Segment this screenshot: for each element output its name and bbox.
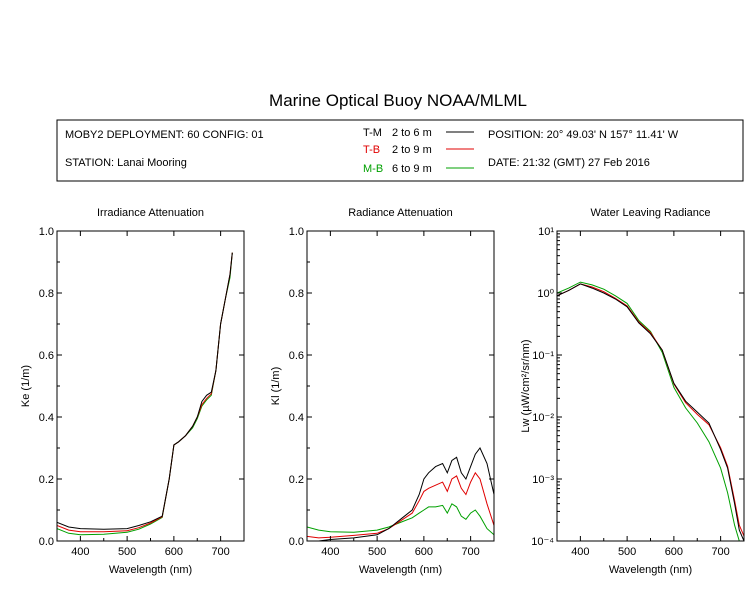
x-tick-label: 600	[415, 546, 433, 558]
y-axis-label: Kl (1/m)	[270, 367, 282, 406]
y-tick-label: 0.4	[289, 412, 304, 424]
series-line-m-b	[57, 252, 233, 536]
x-tick-label: 700	[211, 546, 229, 558]
y-tick-label: 10⁰	[537, 288, 554, 300]
station-text: STATION: Lanai Mooring	[65, 157, 187, 169]
legend-range-mb: 6 to 9 m	[392, 163, 432, 175]
x-tick-label: 600	[165, 546, 183, 558]
series-line-t-b	[57, 252, 233, 533]
y-tick-label: 10⁻³	[532, 474, 554, 486]
panel-title: Irradiance Attenuation	[97, 207, 204, 219]
legend-name-tm: T-M	[363, 127, 382, 139]
series-line-t-m	[57, 252, 233, 530]
y-axis-label: Ke (1/m)	[20, 365, 32, 407]
panel-radiance-attenuation: Radiance Attenuation 400 500 600 700 0.0 0.2 0.…	[270, 207, 495, 576]
x-tick-label: 400	[571, 546, 589, 558]
legend-range-tb: 2 to 9 m	[392, 144, 432, 156]
y-tick-label: 1.0	[39, 226, 54, 238]
x-tick-label: 500	[618, 546, 636, 558]
x-tick-label: 500	[118, 546, 136, 558]
y-tick-label: 0.8	[39, 288, 54, 300]
legend: T-M 2 to 6 m T-B 2 to 9 m M-B 6 to 9 m	[363, 127, 474, 175]
x-tick-label: 500	[368, 546, 386, 558]
y-tick-label: 10⁻¹	[532, 350, 554, 362]
x-axis-label: Wavelength (nm)	[109, 564, 192, 576]
y-tick-label: 0.0	[289, 536, 304, 548]
panel-title: Water Leaving Radiance	[590, 207, 710, 219]
legend-name-mb: M-B	[363, 163, 383, 175]
y-axis-label: Lw (µW/cm²/sr/nm)	[520, 339, 532, 432]
info-box	[56, 119, 744, 182]
series-line-t-m	[557, 283, 744, 541]
legend-name-tb: T-B	[363, 144, 380, 156]
y-tick-label: 10¹	[538, 226, 554, 238]
panel-water-leaving-radiance: Water Leaving Radiance 400 500 600 700 10¹ 10⁰…	[520, 207, 745, 576]
x-tick-label: 700	[711, 546, 729, 558]
y-tick-label: 0.4	[39, 412, 54, 424]
y-tick-label: 0.0	[39, 536, 54, 548]
y-tick-label: 10⁻²	[532, 412, 554, 424]
series-line-m-b	[557, 281, 744, 541]
y-tick-label: 0.6	[39, 350, 54, 362]
date-text: DATE: 21:32 (GMT) 27 Feb 2016	[488, 157, 650, 169]
y-tick-label: 0.8	[289, 288, 304, 300]
x-tick-label: 700	[461, 546, 479, 558]
x-tick-label: 600	[665, 546, 683, 558]
series-line-m-b	[307, 503, 494, 536]
series-line-t-b	[557, 283, 744, 537]
x-axis-label: Wavelength (nm)	[609, 564, 692, 576]
x-tick-label: 400	[71, 546, 89, 558]
y-tick-label: 10⁻⁴	[531, 536, 554, 548]
y-tick-label: 0.2	[289, 474, 304, 486]
x-tick-label: 400	[321, 546, 339, 558]
series-line-t-m	[307, 447, 494, 541]
plot-frame	[556, 230, 745, 542]
legend-range-tm: 2 to 6 m	[392, 127, 432, 139]
series-line-t-b	[307, 471, 494, 539]
figure-title: Marine Optical Buoy NOAA/MLML	[269, 91, 527, 110]
y-tick-label: 1.0	[289, 226, 304, 238]
plots: Irradiance Attenuation 400 500 600 700 0.0 0.2…	[20, 207, 745, 576]
deployment-text: MOBY2 DEPLOYMENT: 60 CONFIG: 01	[65, 129, 264, 141]
plot-frame	[56, 230, 245, 542]
y-tick-label: 0.6	[289, 350, 304, 362]
position-text: POSITION: 20° 49.03' N 157° 11.41' W	[488, 129, 679, 141]
panel-irradiance-attenuation: Irradiance Attenuation 400 500 600 700 0.0 0.2…	[20, 207, 245, 576]
x-axis-label: Wavelength (nm)	[359, 564, 442, 576]
y-tick-label: 0.2	[39, 474, 54, 486]
panel-title: Radiance Attenuation	[348, 207, 453, 219]
